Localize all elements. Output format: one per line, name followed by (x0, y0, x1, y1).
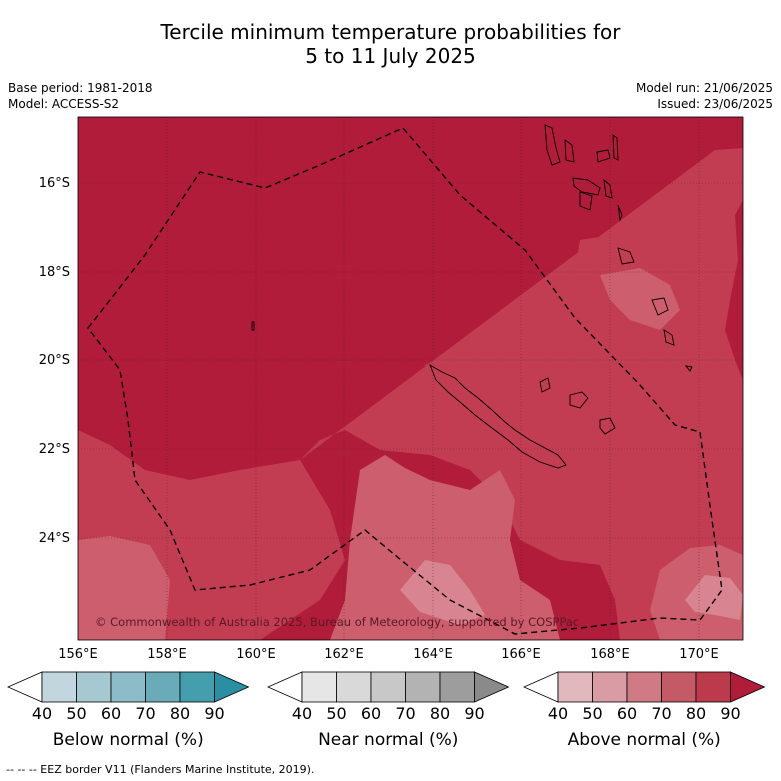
legend-swatch (76, 671, 112, 703)
legend-swatch (661, 671, 697, 703)
lat-label-20s: 20°S (38, 353, 70, 368)
legend-swatch (370, 671, 406, 703)
lon-label-160e: 160°E (236, 647, 276, 662)
legend-swatch (626, 671, 662, 703)
map-frame (77, 116, 744, 641)
legend-swatch (592, 671, 628, 703)
legend-swatch (336, 671, 372, 703)
lon-label-164e: 164°E (413, 647, 453, 662)
legend-tick-label: 80 (685, 704, 707, 723)
legend-tick-label: 50 (582, 704, 603, 723)
base-period: Base period: 1981-2018 (8, 81, 153, 95)
lon-label-162e: 162°E (324, 647, 364, 662)
copyright-notice: © Commonwealth of Australia 2025, Bureau… (95, 615, 579, 629)
lat-label-16s: 16°S (38, 176, 70, 191)
field-low-south (330, 455, 560, 640)
legend-tick-label: 40 (547, 704, 569, 723)
small-island (251, 321, 255, 331)
lon-label-166e: 166°E (501, 647, 541, 662)
new-caledonia (429, 363, 567, 469)
legend-tick-label: 80 (169, 704, 191, 723)
legend-title: Near normal (%) (318, 730, 459, 750)
legend-tick-label: 90 (720, 704, 741, 723)
legend-title: Above normal (%) (567, 730, 721, 750)
field-low-southwest (78, 536, 170, 640)
loyalty-islands (539, 377, 616, 435)
legend-tick-label: 40 (31, 704, 53, 723)
title-line-1: Tercile minimum temperature probabilitie… (160, 20, 621, 44)
field-lowest-east (685, 575, 743, 620)
lat-label-18s: 18°S (38, 265, 70, 280)
legend-tick-label: 50 (326, 704, 347, 723)
legend-tick-label: 90 (464, 704, 485, 723)
legend-tick-label: 70 (135, 704, 156, 723)
legend-tick-label: 80 (429, 704, 451, 723)
lon-label-168e: 168°E (590, 647, 630, 662)
lon-label-158e: 158°E (147, 647, 187, 662)
legend-tick-label: 60 (100, 704, 122, 723)
vanuatu-islands (544, 124, 693, 372)
lon-label-156e: 156°E (58, 647, 98, 662)
legend-tick-label: 70 (651, 704, 672, 723)
legend-group (7, 671, 766, 703)
issued-date: Issued: 23/06/2025 (657, 97, 773, 111)
legend-swatch (41, 671, 77, 703)
map-field (78, 117, 743, 640)
grid-lines (78, 117, 743, 640)
title-line-2: 5 to 11 July 2025 (305, 44, 476, 68)
lon-label-170e: 170°E (679, 647, 719, 662)
legend-swatch (557, 671, 593, 703)
legend-tick-label: 40 (291, 704, 313, 723)
eez-footnote: -- -- -- EEZ border V11 (Flanders Marine… (6, 763, 315, 776)
legend-arrow-low (523, 671, 559, 703)
legend-swatch (405, 671, 441, 703)
legend-swatch (145, 671, 181, 703)
legend-tick-label: 70 (395, 704, 416, 723)
legend-tick-label: 60 (360, 704, 382, 723)
model-run: Model run: 21/06/2025 (635, 81, 773, 95)
legend-arrow-high (474, 671, 510, 703)
legend-arrow-low (267, 671, 303, 703)
eez-border (87, 127, 723, 635)
legend-title: Below normal (%) (52, 730, 204, 750)
legend-tick-label: 60 (616, 704, 638, 723)
model-name: Model: ACCESS-S2 (8, 97, 120, 111)
legend-tick-label: 50 (66, 704, 87, 723)
legend-arrow-low (7, 671, 43, 703)
legend-arrow-high (214, 671, 250, 703)
legend-swatch (301, 671, 337, 703)
legend-swatch (695, 671, 731, 703)
lat-label-22s: 22°S (38, 442, 70, 457)
legend-arrow-high (730, 671, 766, 703)
legend-swatch (179, 671, 215, 703)
lat-label-24s: 24°S (38, 531, 70, 546)
legend-swatch (110, 671, 146, 703)
legend-tick-label: 90 (204, 704, 225, 723)
legend-swatch (439, 671, 475, 703)
